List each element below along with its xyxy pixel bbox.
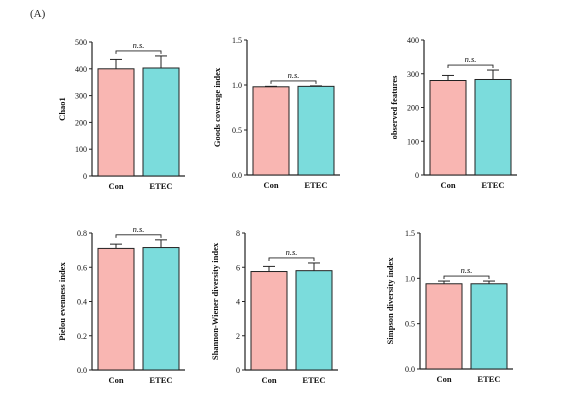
y-tick-label: 0.0 bbox=[405, 365, 415, 374]
y-tick-label: 300 bbox=[75, 92, 87, 101]
bar-etec bbox=[295, 270, 333, 371]
bar-con bbox=[97, 247, 135, 371]
y-tick-label: 0.5 bbox=[232, 126, 242, 135]
y-tick-label: 6 bbox=[236, 263, 240, 272]
y-tick-label: 0.0 bbox=[77, 366, 87, 375]
significance-label: n.s. bbox=[133, 40, 145, 50]
significance-bracket bbox=[268, 257, 315, 261]
category-label: Con bbox=[108, 375, 123, 385]
y-axis-title: Chao1 bbox=[57, 97, 67, 121]
significance-label: n.s. bbox=[286, 247, 298, 257]
bar-etec bbox=[297, 85, 335, 176]
y-tick-label: 0.8 bbox=[77, 229, 87, 238]
category-label: Con bbox=[263, 180, 278, 190]
significance-bracket bbox=[115, 234, 162, 238]
significance-bracket bbox=[270, 80, 317, 84]
y-tick-label: 200 bbox=[407, 104, 419, 113]
y-tick-label: 2 bbox=[236, 332, 240, 341]
bar-etec bbox=[142, 67, 180, 177]
bar-con bbox=[425, 283, 463, 370]
y-tick-label: 0 bbox=[236, 366, 240, 375]
y-tick-label: 0 bbox=[83, 172, 87, 181]
y-tick-label: 0.2 bbox=[77, 332, 87, 341]
category-label: ETEC bbox=[149, 181, 172, 191]
y-tick-label: 0.5 bbox=[405, 320, 415, 329]
category-label: ETEC bbox=[477, 374, 500, 384]
significance-label: n.s. bbox=[461, 265, 473, 275]
y-axis-title: Shannon-Wiener diversity index bbox=[210, 242, 220, 360]
significance-label: n.s. bbox=[133, 224, 145, 234]
bar-con bbox=[429, 80, 467, 176]
significance-label: n.s. bbox=[465, 54, 477, 64]
y-tick-label: 8 bbox=[236, 229, 240, 238]
y-tick-label: 0.0 bbox=[232, 171, 242, 180]
y-tick-label: 400 bbox=[75, 65, 87, 74]
bar-con bbox=[252, 86, 290, 176]
figure-panel-label: (A) bbox=[30, 8, 46, 20]
y-axis-title: Goods coverage index bbox=[212, 67, 222, 147]
category-label: Con bbox=[108, 181, 123, 191]
category-label: Con bbox=[261, 375, 276, 385]
bar-con bbox=[97, 68, 135, 177]
y-tick-label: 100 bbox=[75, 145, 87, 154]
y-tick-label: 1.5 bbox=[232, 36, 242, 45]
significance-bracket bbox=[447, 64, 494, 69]
category-label: ETEC bbox=[302, 375, 325, 385]
category-label: Con bbox=[440, 180, 455, 190]
y-tick-label: 1.5 bbox=[405, 229, 415, 238]
significance-bracket bbox=[115, 50, 162, 54]
y-tick-label: 4 bbox=[236, 298, 240, 307]
y-tick-label: 300 bbox=[407, 70, 419, 79]
category-label: ETEC bbox=[481, 180, 504, 190]
category-label: ETEC bbox=[304, 180, 327, 190]
bar-etec bbox=[470, 283, 508, 370]
bar-etec bbox=[142, 247, 180, 371]
category-label: Con bbox=[436, 374, 451, 384]
y-tick-label: 100 bbox=[407, 137, 419, 146]
y-tick-label: 1.0 bbox=[232, 81, 242, 90]
y-tick-label: 400 bbox=[407, 36, 419, 45]
category-label: ETEC bbox=[149, 375, 172, 385]
significance-bracket bbox=[443, 275, 490, 280]
y-tick-label: 0.6 bbox=[77, 263, 87, 272]
y-tick-label: 200 bbox=[75, 118, 87, 127]
y-tick-label: 500 bbox=[75, 38, 87, 47]
y-tick-label: 0.4 bbox=[77, 298, 87, 307]
y-axis-title: Pielou evenness index bbox=[57, 262, 67, 341]
y-axis-title: observed features bbox=[389, 75, 399, 140]
y-axis-title: Simpson diversity index bbox=[385, 257, 395, 345]
bar-etec bbox=[474, 78, 512, 176]
y-tick-label: 1.0 bbox=[405, 274, 415, 283]
y-tick-label: 0 bbox=[415, 171, 419, 180]
bar-con bbox=[250, 271, 288, 371]
significance-label: n.s. bbox=[288, 70, 300, 80]
